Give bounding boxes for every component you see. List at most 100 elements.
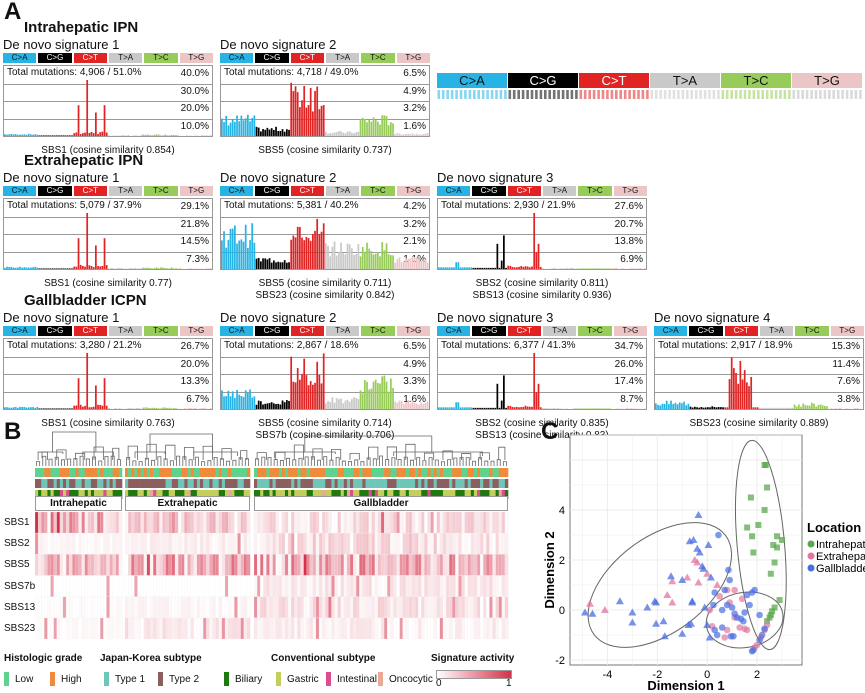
heatmap-cell (455, 554, 459, 576)
heatmap-cell (421, 575, 425, 597)
heatmap-cell (224, 596, 229, 618)
signature-bar (808, 405, 811, 409)
heatmap-cell (337, 617, 342, 640)
heatmap-cell (297, 596, 301, 618)
heatmap-cell (343, 575, 348, 597)
heatmap-cell (504, 511, 509, 534)
annotation-cell (498, 468, 503, 477)
signature-bar (244, 224, 247, 269)
data-point-gallbladder (689, 536, 698, 543)
signature-bar (613, 267, 616, 269)
annotation-cell (190, 479, 195, 488)
annotation-cell (408, 490, 413, 499)
heatmap-cell (356, 533, 360, 555)
annotation-cell (118, 490, 123, 499)
data-point-gallbladder (711, 589, 718, 596)
annotation-cell (483, 479, 487, 488)
heatmap-cell (470, 596, 475, 618)
heatmap-cell (399, 554, 404, 576)
y-tick-label: 2 (559, 555, 565, 567)
signature-bar (400, 400, 403, 409)
annotation-cell (328, 468, 332, 477)
heatmap-cell (165, 575, 170, 597)
signature-bar (377, 252, 379, 269)
heatmap-cell (405, 575, 410, 597)
heatmap-cell (257, 617, 261, 640)
signature-bar (303, 85, 306, 136)
signature-bar (630, 268, 633, 269)
signature-bar (709, 407, 711, 409)
annotation-cell (337, 490, 342, 499)
gridline (221, 118, 429, 120)
y-tick-label: 20.7% (614, 218, 643, 230)
heatmap-cell (184, 511, 188, 534)
annotation-cell (175, 468, 179, 477)
heatmap-cell (143, 575, 148, 597)
heatmap-cell (356, 511, 360, 534)
y-tick-label: 4.2% (403, 201, 426, 212)
heatmap-cell (486, 533, 490, 555)
heatmap-cell (309, 533, 314, 555)
signature-bar (123, 135, 125, 136)
signature-bar (617, 408, 620, 409)
signature-bar (817, 405, 820, 409)
signature-bar (422, 261, 425, 269)
heatmap-cell (334, 575, 339, 597)
heatmap-cell (396, 511, 400, 534)
annotation-cell (137, 479, 141, 488)
context-tick (677, 90, 680, 99)
heatmap-cell (62, 596, 67, 618)
mutation-category-bar: C>A C>G C>T T>A T>C T>G (3, 186, 213, 196)
heatmap-cell (118, 617, 123, 640)
heatmap-cell (467, 617, 472, 640)
heatmap-cell (243, 554, 248, 576)
annotation-cell (184, 468, 188, 477)
heatmap-cell (140, 554, 145, 576)
signature-bar (346, 399, 349, 409)
data-point-extrahepatic (738, 595, 746, 603)
heatmap-cell (430, 596, 435, 618)
signature-bar (474, 407, 477, 409)
signature-bar (683, 401, 685, 409)
annotation-cell (390, 468, 394, 477)
signature-bar (630, 408, 633, 409)
heatmap-cell (387, 617, 391, 640)
heatmap-cell (272, 533, 277, 555)
annotation-cell (225, 468, 229, 477)
heatmap-cell (374, 575, 379, 597)
heatmap-cell (263, 554, 267, 576)
annotation-cell (291, 479, 295, 488)
heatmap-cell (209, 511, 213, 534)
heatmap-cell (430, 575, 435, 597)
heatmap-cell (399, 575, 404, 597)
signature-bar (260, 261, 262, 269)
annotation-cell (442, 490, 447, 499)
category-t-to-g: T>G (396, 186, 430, 196)
signature-bar (173, 268, 175, 269)
signature-bar (366, 381, 368, 409)
heatmap-row-label: SBS1 (4, 517, 30, 528)
signature-bar (377, 121, 379, 136)
signature-bar (400, 134, 403, 136)
annotation-cell (325, 479, 329, 488)
heatmap-cell (430, 554, 435, 576)
annotation-cell (408, 479, 413, 488)
annotation-cell (181, 479, 185, 488)
y-tick-label: 4 (559, 505, 565, 517)
data-point-intrahepatic (766, 614, 773, 621)
heatmap-cell (325, 575, 329, 597)
signature-bar (283, 402, 286, 409)
annotation-cell (315, 479, 320, 488)
signature-bar (329, 402, 332, 409)
signature-bar (56, 408, 58, 409)
signature-bar (691, 407, 694, 409)
heatmap-cell (436, 554, 441, 576)
signature-bar (155, 407, 158, 409)
heatmap-cell (59, 554, 64, 576)
annotation-cell (215, 490, 220, 499)
annotation-cell (97, 468, 101, 477)
heatmap-cell (112, 596, 117, 618)
heatmap-cell (212, 596, 217, 618)
signature-bar (413, 256, 416, 269)
data-point-extrahepatic (668, 577, 677, 585)
